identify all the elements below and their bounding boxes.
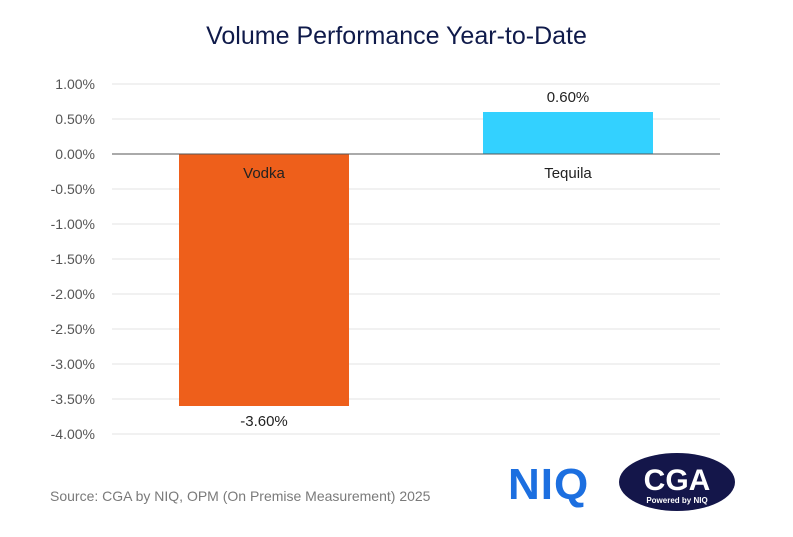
category-label: Vodka: [243, 165, 285, 182]
y-tick-label: -1.00%: [51, 216, 95, 232]
y-tick-label: -0.50%: [51, 181, 95, 197]
source-note: Source: CGA by NIQ, OPM (On Premise Meas…: [50, 488, 431, 504]
y-tick-label: -4.00%: [51, 426, 95, 442]
data-label: -3.60%: [240, 413, 288, 430]
category-label: Tequila: [544, 165, 592, 182]
y-tick-label: 0.50%: [55, 111, 95, 127]
cga-tagline: Powered by NIQ: [646, 496, 707, 505]
y-tick-label: -3.00%: [51, 356, 95, 372]
cga-logo: CGA Powered by NIQ: [619, 453, 735, 511]
niq-logo-text: NIQ: [508, 460, 590, 509]
y-tick-label: -3.50%: [51, 391, 95, 407]
y-tick-label: -2.50%: [51, 321, 95, 337]
y-tick-label: -2.00%: [51, 286, 95, 302]
y-tick-label: -1.50%: [51, 251, 95, 267]
bar-vodka: [179, 154, 349, 406]
bar-tequila: [483, 112, 653, 154]
data-label: 0.60%: [547, 89, 590, 106]
niq-logo: NIQ: [508, 460, 589, 510]
y-tick-label: 0.00%: [55, 146, 95, 162]
chart-title: Volume Performance Year-to-Date: [206, 22, 587, 50]
y-tick-label: 1.00%: [55, 76, 95, 92]
cga-logo-text: CGA: [644, 464, 711, 497]
